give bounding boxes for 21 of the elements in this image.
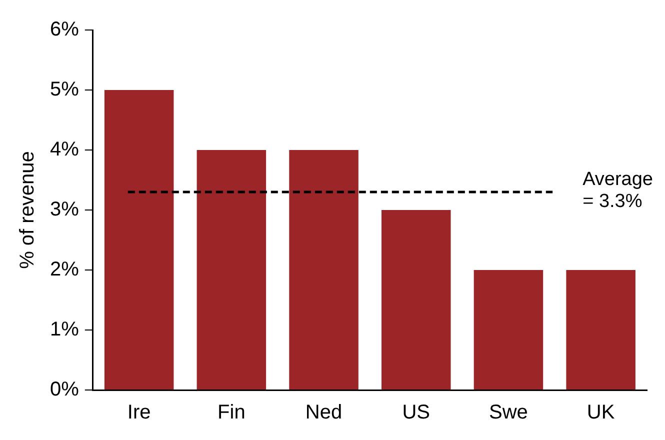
x-tick-label: US [402,402,430,424]
bar [289,150,358,390]
bar [196,150,266,390]
bar [381,210,451,390]
y-tick-label: 5% [50,78,80,101]
y-axis-title: % of revenue [16,151,39,269]
bar [104,90,174,390]
y-tick-label: 4% [50,138,80,161]
y-tick-label: 2% [50,258,80,281]
x-tick-label: Fin [218,402,246,424]
y-tick-label: 0% [50,378,80,401]
x-tick-label: UK [586,402,616,424]
bar [566,270,636,390]
y-tick-label: 3% [50,198,80,221]
x-tick-label: Swe [489,402,528,424]
y-tick-label: 6% [50,18,80,41]
bar [474,270,544,390]
x-tick-label: Ire [127,402,151,424]
y-tick-label: 1% [50,318,80,341]
ref-line-label: Average = 3.3% [582,169,654,212]
x-tick-label: Ned [305,402,342,424]
